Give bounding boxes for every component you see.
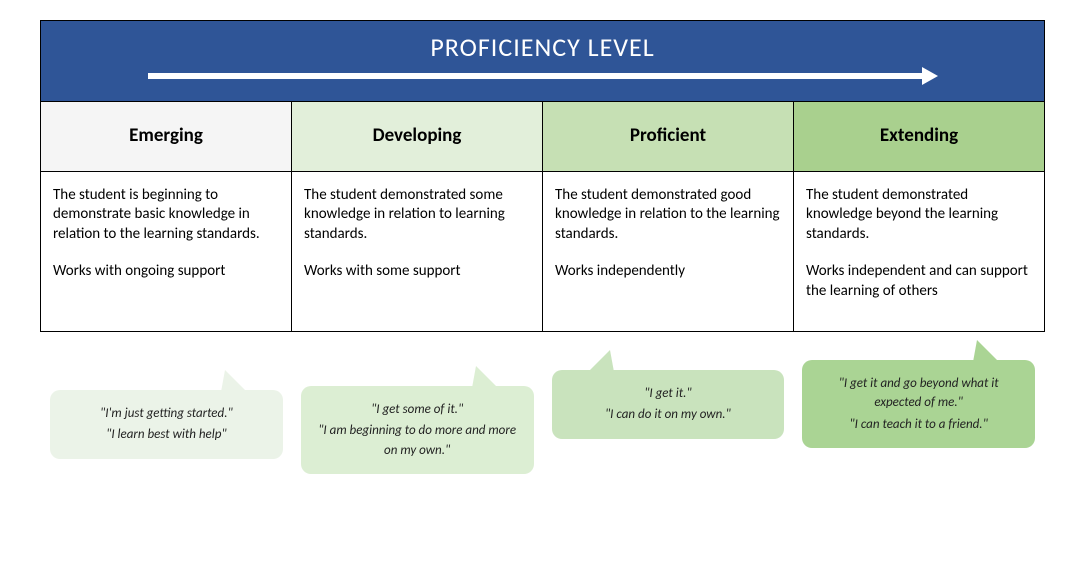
bubble-tail-icon: [588, 350, 614, 372]
level-name: Extending: [880, 124, 958, 147]
proficiency-table: PROFICIENCY LEVEL Emerging Developing Pr…: [40, 20, 1045, 332]
bubble-wrap-emerging: "I'm just getting started." "I learn bes…: [50, 360, 283, 475]
level-header-developing: Developing: [292, 101, 543, 171]
quote-text: "I am beginning to do more and more on m…: [317, 421, 518, 460]
speech-bubble: "I get it." "I can do it on my own.": [552, 370, 785, 439]
support-text: Works with some support: [304, 262, 530, 282]
speech-bubble: "I'm just getting started." "I learn bes…: [50, 390, 283, 459]
desc-text: The student demonstrated some knowledge …: [304, 186, 530, 245]
support-text: Works independently: [555, 262, 781, 282]
bubble-wrap-extending: "I get it and go beyond what it expected…: [802, 360, 1035, 475]
progress-arrow: [148, 69, 938, 83]
level-name: Developing: [373, 124, 462, 147]
header-title: PROFICIENCY LEVEL: [41, 31, 1044, 63]
bubble-wrap-proficient: "I get it." "I can do it on my own.": [552, 360, 785, 475]
quote-text: "I get it.": [568, 384, 769, 404]
desc-cell-emerging: The student is beginning to demonstrate …: [41, 171, 292, 331]
bubble-tail-icon: [973, 340, 999, 362]
quote-text: "I can do it on my own.": [568, 405, 769, 425]
quote-text: "I get some of it.": [317, 400, 518, 420]
support-text: Works independent and can support the le…: [806, 262, 1032, 301]
bubble-tail-icon: [221, 370, 247, 392]
quote-text: "I'm just getting started.": [66, 404, 267, 424]
level-header-extending: Extending: [794, 101, 1044, 171]
level-name: Proficient: [630, 124, 706, 147]
header-band: PROFICIENCY LEVEL: [41, 21, 1044, 101]
desc-cell-developing: The student demonstrated some knowledge …: [292, 171, 543, 331]
support-text: Works with ongoing support: [53, 262, 279, 282]
desc-cell-extending: The student demonstrated knowledge beyon…: [794, 171, 1044, 331]
level-header-row: Emerging Developing Proficient Extending: [41, 101, 1044, 171]
speech-bubble: "I get some of it." "I am beginning to d…: [301, 386, 534, 475]
quote-text: "I learn best with help": [66, 425, 267, 445]
arrow-line: [148, 73, 924, 79]
speech-bubble: "I get it and go beyond what it expected…: [802, 360, 1035, 449]
desc-cell-proficient: The student demonstrated good knowledge …: [543, 171, 794, 331]
bubble-wrap-developing: "I get some of it." "I am beginning to d…: [301, 360, 534, 475]
speech-bubbles-row: "I'm just getting started." "I learn bes…: [40, 360, 1045, 475]
level-header-emerging: Emerging: [41, 101, 292, 171]
description-row: The student is beginning to demonstrate …: [41, 171, 1044, 331]
bubble-tail-icon: [472, 366, 498, 388]
arrow-head-icon: [922, 67, 938, 85]
desc-text: The student demonstrated good knowledge …: [555, 186, 781, 245]
level-name: Emerging: [129, 124, 203, 147]
desc-text: The student is beginning to demonstrate …: [53, 186, 279, 245]
level-header-proficient: Proficient: [543, 101, 794, 171]
desc-text: The student demonstrated knowledge beyon…: [806, 186, 1032, 245]
quote-text: "I get it and go beyond what it expected…: [818, 374, 1019, 413]
quote-text: "I can teach it to a friend.": [818, 415, 1019, 435]
